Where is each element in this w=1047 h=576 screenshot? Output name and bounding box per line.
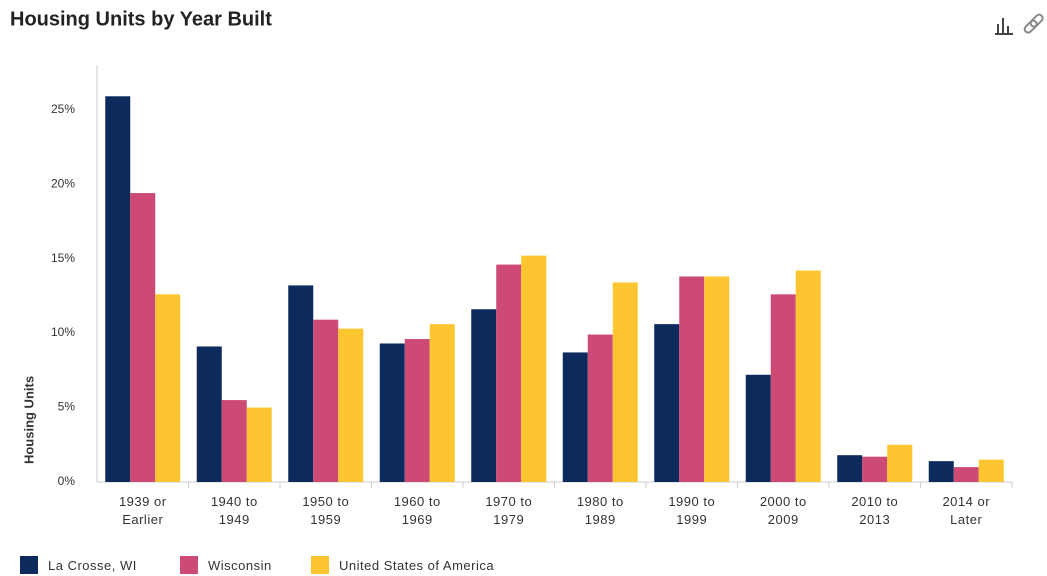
x-tick-label: 2010 to 2013 (851, 494, 899, 527)
bar (978, 459, 1004, 482)
legend-label: Wisconsin (208, 558, 272, 573)
bar (429, 324, 455, 482)
legend-swatch[interactable] (20, 556, 38, 574)
x-tick-label: 1970 to 1979 (485, 494, 533, 527)
bar (196, 346, 222, 482)
bar (221, 400, 247, 482)
bar (679, 276, 705, 482)
legend-label: United States of America (339, 558, 495, 573)
bar (471, 309, 497, 482)
y-tick-label: 15% (51, 251, 75, 265)
y-tick-label: 25% (51, 102, 75, 116)
x-tick-label: 2000 to 2009 (759, 494, 807, 527)
bar (887, 444, 913, 482)
x-tick-label: 1940 to 1949 (210, 494, 258, 527)
bar (155, 294, 181, 482)
legend-swatch[interactable] (180, 556, 198, 574)
chart-icon[interactable] (995, 18, 1013, 35)
x-tick-label: 1980 to 1989 (576, 494, 624, 527)
bar (837, 455, 863, 482)
y-tick-label: 0% (58, 474, 76, 488)
x-tick-label: 1960 to 1969 (393, 494, 441, 527)
bar (795, 270, 821, 482)
y-tick-label: 20% (51, 176, 75, 190)
bar (105, 96, 131, 483)
bar (862, 456, 888, 482)
bar (313, 319, 339, 482)
bar (496, 264, 522, 482)
link-icon[interactable] (1023, 13, 1044, 34)
legend-swatch[interactable] (311, 556, 329, 574)
y-tick-label: 5% (58, 400, 76, 414)
bar (288, 285, 314, 482)
x-tick-label: 1990 to 1999 (668, 494, 716, 527)
bar (404, 339, 430, 482)
bar (562, 352, 588, 482)
bar (338, 328, 364, 482)
x-tick-label: 1950 to 1959 (302, 494, 350, 527)
bar (953, 467, 979, 482)
y-axis-label: Housing Units (21, 376, 36, 464)
bar (745, 374, 771, 482)
bar (770, 294, 796, 482)
y-tick-label: 10% (51, 325, 75, 339)
legend-label: La Crosse, WI (48, 558, 137, 573)
bar (246, 407, 272, 482)
bar (928, 461, 954, 482)
chart-title: Housing Units by Year Built (10, 8, 272, 30)
x-tick-label: 1939 or Earlier (118, 494, 167, 527)
bar (521, 255, 547, 482)
bar (704, 276, 730, 482)
bar (587, 334, 613, 482)
bar (130, 193, 156, 483)
bar (379, 343, 405, 482)
bar (654, 324, 680, 482)
x-tick-label: 2014 or Later (942, 494, 991, 527)
bar (612, 282, 638, 482)
